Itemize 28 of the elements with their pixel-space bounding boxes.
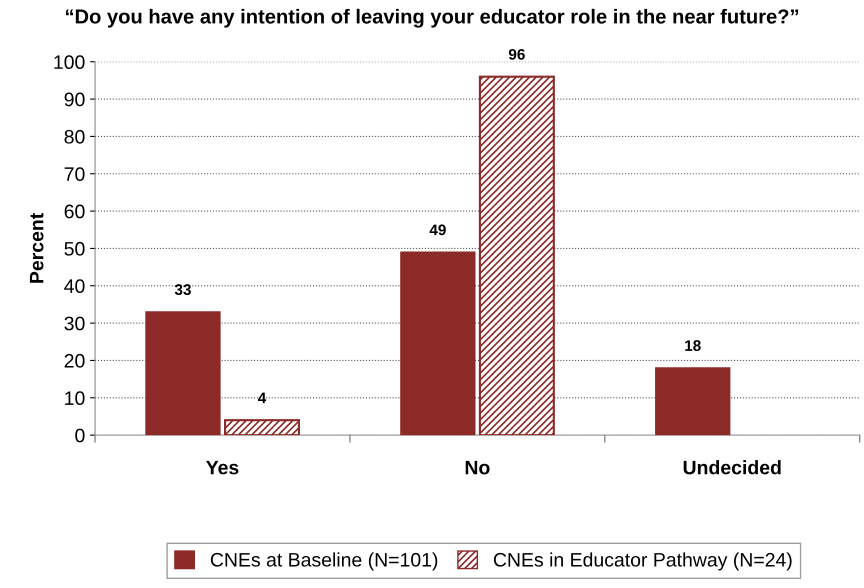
y-tick-label: 0 — [75, 428, 85, 442]
x-tick-label: Yes — [206, 460, 238, 474]
data-label: 96 — [508, 48, 525, 60]
y-tick-label: 90 — [64, 92, 85, 106]
data-label: 18 — [685, 340, 701, 352]
chart-title: “Do you have any intention of leaving your educator role in the near future?” — [66, 8, 798, 28]
bar — [655, 367, 730, 436]
data-label: 49 — [430, 224, 446, 236]
y-tick-label: 10 — [65, 391, 85, 406]
legend-label: CNEs in Educator Pathway (N=24) — [494, 552, 792, 570]
bar — [145, 311, 221, 436]
y-tick-label: 50 — [64, 242, 85, 256]
data-label: 4 — [258, 392, 266, 404]
y-tick-label: 60 — [64, 204, 85, 218]
data-label: 33 — [174, 284, 191, 296]
y-tick-label: 40 — [64, 279, 85, 294]
bar — [478, 76, 555, 436]
y-tick-label: 30 — [64, 316, 85, 330]
bar — [224, 419, 300, 436]
y-tick-label: 100 — [54, 55, 85, 69]
x-tick-label: Undecided — [684, 460, 781, 474]
bar — [400, 251, 476, 436]
x-tick-label: No — [466, 460, 490, 474]
legend-label: CNEs at Baseline (N=101) — [210, 552, 438, 570]
y-axis-title: Percent — [30, 213, 44, 283]
y-tick-label: 80 — [64, 130, 85, 144]
y-tick-label: 20 — [64, 354, 85, 368]
y-tick-label: 70 — [64, 167, 85, 181]
